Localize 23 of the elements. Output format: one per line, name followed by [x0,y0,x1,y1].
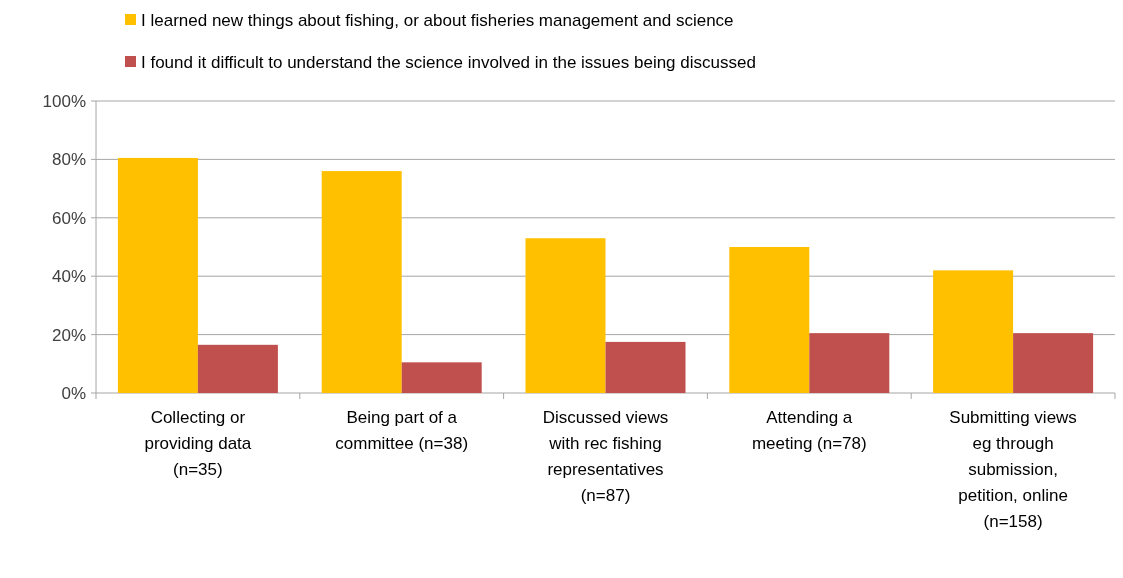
bar [933,270,1014,393]
bar [117,157,198,393]
x-tick-label: Attending a meeting (n=78) [751,408,867,453]
x-tick-label: Collecting or providing data (n=35) [144,408,252,479]
x-tick-label: Submitting views eg through submission, petition, online (n=158) [949,408,1077,531]
bar [605,341,686,393]
y-tick-label: 100% [42,91,86,111]
y-tick-label: 20% [51,325,86,345]
bar [729,247,810,393]
y-tick-label: 40% [51,267,86,287]
y-tick-label: 80% [51,150,86,170]
bar [321,171,402,393]
legend-label: I learned new things about fishing, or about fisheries management and science [141,10,734,30]
x-tick-label: Discussed views with rec fishing representatives (n=87) [542,408,669,505]
x-tick-label: Being part of a committee (n=38) [335,408,469,453]
bar [401,362,482,393]
bar [197,344,278,393]
bar [809,333,890,393]
y-tick-label: 0% [61,383,86,403]
y-tick-label: 60% [51,208,86,228]
bar [1013,333,1094,393]
bar [525,238,606,393]
legend-label: I found it difficult to understand the science involved in the issues being discussed [141,52,756,72]
